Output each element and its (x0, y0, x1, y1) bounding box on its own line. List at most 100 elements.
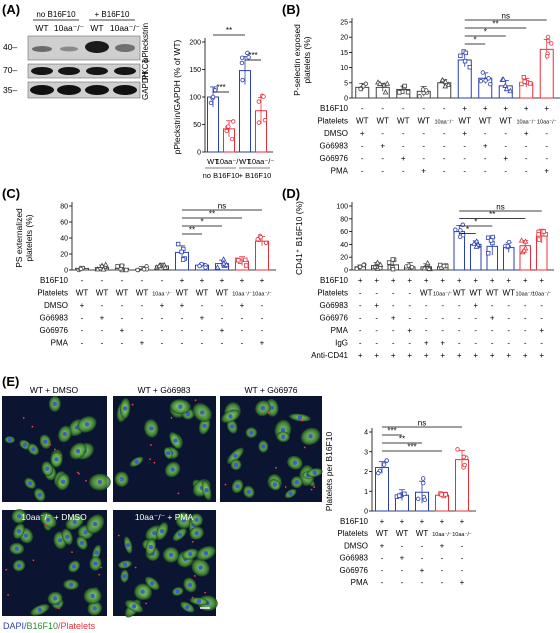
nucleus (14, 546, 20, 551)
condition-value: - (504, 167, 507, 176)
data-point (243, 257, 248, 263)
condition-value: WT (216, 289, 229, 298)
nucleus (27, 481, 33, 486)
condition-value: + (380, 517, 385, 526)
condition-value: - (408, 339, 411, 348)
condition-value: - (375, 314, 378, 323)
nucleus (249, 430, 254, 435)
y-axis-label: P-selectin exposedplatelets (%) (292, 24, 312, 96)
data-point (521, 247, 528, 253)
y-tick-label: 100 (336, 204, 348, 211)
condition-value: + (440, 541, 445, 550)
data-point (208, 100, 214, 106)
condition-value: - (441, 314, 444, 323)
platelet-dot (177, 492, 180, 495)
nucleus (131, 604, 137, 609)
platelet-dot (84, 479, 87, 482)
data-point (246, 55, 251, 60)
data-point (463, 50, 468, 56)
data-point (358, 86, 363, 92)
condition-value: - (181, 326, 184, 335)
condition-name: PMA (351, 578, 369, 587)
stain-dapi: DAPI/ (3, 621, 27, 631)
platelet-dot (78, 472, 80, 475)
sig-label: ns (418, 419, 426, 428)
condition-value: 10aa⁻/⁻ (532, 292, 552, 298)
data-point (94, 266, 101, 272)
y-tick-label: 40 (340, 242, 348, 249)
condition-value: WT (176, 289, 189, 298)
condition-value: + (358, 351, 363, 360)
data-point (124, 267, 129, 273)
sig-label: ** (189, 226, 195, 235)
condition-value: - (441, 301, 444, 310)
condition-value: + (374, 301, 379, 310)
nucleus (68, 582, 74, 587)
platelet-dot (191, 540, 194, 543)
condition-value: WT (416, 529, 429, 538)
platelet-dot (59, 454, 62, 457)
platelet-dot (204, 591, 207, 594)
platelet-dot (117, 534, 120, 537)
y-tick-label: 0 (344, 96, 348, 103)
condition-value: WT (420, 289, 433, 298)
data-point (262, 117, 268, 123)
nucleus (204, 488, 209, 493)
data-point (390, 257, 396, 262)
data-point (503, 85, 510, 92)
condition-value: + (391, 351, 396, 360)
data-point (462, 58, 468, 64)
platelet-dot (145, 602, 148, 605)
data-point (78, 266, 84, 272)
condition-name: Gö6983 (320, 142, 349, 151)
nucleus (228, 414, 233, 419)
data-point (180, 257, 186, 262)
data-point (549, 41, 554, 46)
nucleus (288, 491, 293, 496)
nucleus (175, 589, 180, 594)
data-point (363, 81, 369, 86)
condition-value: - (545, 129, 548, 138)
data-point (100, 266, 107, 272)
condition-value: - (458, 301, 461, 310)
chart-a: 0 50 100 150 200 pPleckstrin/GAPDH (% of WT) *… (172, 26, 274, 180)
condition-value: + (473, 301, 478, 310)
nucleus (92, 606, 97, 611)
micro-caption-5: 10aa⁻/⁻ + PMA (135, 512, 194, 522)
blot-band-ppleckstrin: pPleckstrin (141, 23, 150, 62)
condition-name: PMA (331, 326, 349, 335)
data-point (458, 53, 463, 59)
condition-value: + (440, 351, 445, 360)
western-blot: no B16F10 + B16F10 WT 10aa⁻/⁻ WT 10aa⁻/⁻… (3, 10, 150, 100)
condition-value: - (241, 314, 244, 323)
condition-value: - (491, 326, 494, 335)
condition-value: - (81, 314, 84, 323)
data-point (402, 491, 407, 497)
platelet-dot (98, 573, 101, 576)
condition-value: - (402, 167, 405, 176)
y-axis-label: PS externalizedplatelets (%) (14, 208, 34, 268)
condition-name: B16F10 (40, 276, 69, 285)
condition-value: - (375, 339, 378, 348)
platelet-dot (49, 443, 52, 446)
data-point (402, 83, 407, 89)
condition-value: - (425, 301, 428, 310)
nucleus (122, 406, 128, 411)
blot-lane-3: WT (90, 23, 103, 33)
condition-value: - (361, 167, 364, 176)
y-tick-label: 15 (340, 50, 348, 57)
condition-value: - (540, 339, 543, 348)
condition-value: + (420, 517, 425, 526)
data-point (467, 64, 473, 70)
platelet-dot (134, 566, 137, 569)
data-point (462, 462, 467, 468)
blot-lane-4: 10aa⁻/⁻ (110, 23, 141, 33)
y-tick-label: 200 (189, 40, 201, 47)
sig-label: ns (502, 12, 510, 21)
blot-group-no-b16f10: no B16F10 (36, 10, 76, 19)
condition-value: - (121, 314, 124, 323)
condition-value: WT (397, 117, 410, 126)
nucleus (45, 466, 50, 471)
data-point (214, 264, 221, 270)
condition-value: - (201, 301, 204, 310)
